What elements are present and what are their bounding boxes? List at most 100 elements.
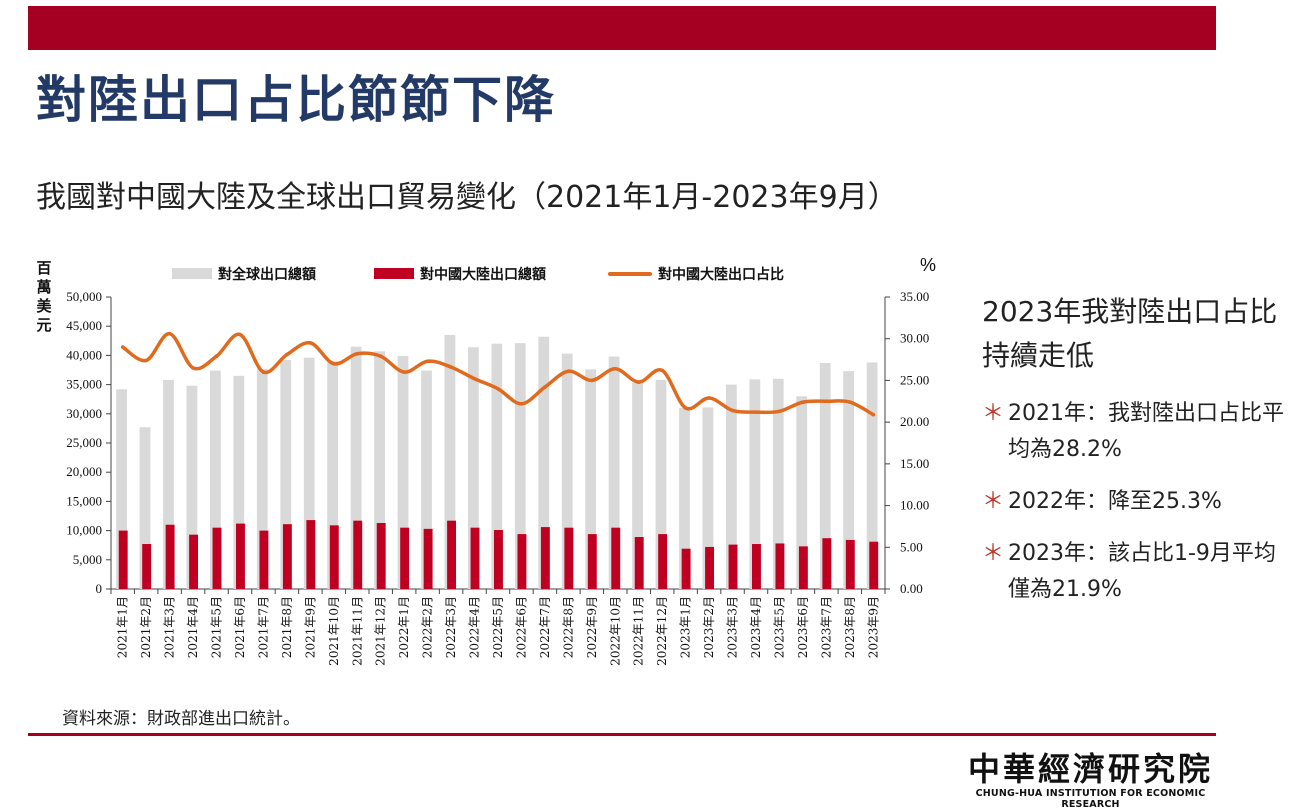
china-export-bar xyxy=(869,541,879,589)
global-export-bar xyxy=(796,396,808,589)
left-axis-unit-char: 美 xyxy=(36,297,52,315)
china-export-bar xyxy=(798,546,808,589)
left-tick-label: 30,000 xyxy=(66,406,102,421)
global-export-bar xyxy=(491,343,503,589)
x-category-label: 2022年9月 xyxy=(585,596,599,658)
share-line-point xyxy=(355,351,360,356)
right-tick-label: 30.00 xyxy=(900,331,929,346)
share-line-point xyxy=(238,332,242,337)
share-line-point xyxy=(824,399,829,404)
share-line-point xyxy=(496,386,500,391)
share-line-point xyxy=(261,370,266,374)
global-export-bar xyxy=(116,389,127,589)
summary-panel: 2023年我對陸出口占比持續走低 ＊ 2021年：我對陸出口占比平均為28.2%… xyxy=(982,290,1287,624)
global-export-bar xyxy=(608,356,620,589)
global-export-bar xyxy=(866,362,878,589)
legend-swatch-global xyxy=(172,268,212,279)
x-category-label: 2021年10月 xyxy=(327,596,341,666)
x-category-label: 2021年9月 xyxy=(303,596,317,658)
china-export-bar xyxy=(329,525,339,589)
legend-label-global: 對全球出口總額 xyxy=(218,266,316,283)
right-tick-label: 10.00 xyxy=(900,498,929,513)
share-line-point xyxy=(308,341,313,345)
legend-swatch-china xyxy=(374,268,414,279)
global-export-bar xyxy=(421,370,432,589)
china-export-bar xyxy=(142,544,152,589)
x-category-label: 2022年5月 xyxy=(491,596,505,658)
global-export-bar xyxy=(561,353,573,589)
right-tick-label: 25.00 xyxy=(900,372,929,387)
left-tick-label: 40,000 xyxy=(66,347,102,362)
x-category-label: 2022年4月 xyxy=(468,596,482,658)
x-category-label: 2023年1月 xyxy=(679,596,693,658)
x-category-label: 2023年8月 xyxy=(843,596,857,658)
china-export-bar xyxy=(587,534,597,589)
global-export-bar xyxy=(327,361,339,589)
share-line-point xyxy=(378,354,383,359)
china-export-bar xyxy=(376,523,386,589)
china-export-bar xyxy=(282,524,292,589)
share-line-point xyxy=(332,361,336,366)
x-category-label: 2023年5月 xyxy=(772,596,786,658)
share-line-point xyxy=(660,368,664,373)
left-tick-label: 45,000 xyxy=(66,318,102,333)
summary-item: ＊ 2022年：降至25.3% xyxy=(982,484,1287,520)
x-category-label: 2023年4月 xyxy=(749,596,763,658)
x-category-label: 2023年2月 xyxy=(702,596,716,658)
china-export-bar xyxy=(564,527,574,589)
left-tick-label: 50,000 xyxy=(66,289,102,304)
global-export-bar xyxy=(772,378,784,589)
summary-heading: 2023年我對陸出口占比持續走低 xyxy=(982,295,1278,372)
china-export-bar xyxy=(611,527,621,589)
china-export-bar xyxy=(845,539,855,589)
left-axis-unit-char: 萬 xyxy=(36,278,51,296)
share-line-point xyxy=(613,366,618,371)
bottom-accent-rule xyxy=(28,733,1216,736)
china-export-bar xyxy=(447,520,457,589)
share-line-point xyxy=(543,385,547,389)
china-export-bar xyxy=(400,527,410,589)
global-export-bar xyxy=(186,385,198,589)
summary-item-text: 2021年：我對陸出口占比平均為28.2% xyxy=(1008,401,1284,462)
share-line-point xyxy=(519,401,524,406)
global-export-bar xyxy=(679,407,690,589)
left-axis-unit-char: 元 xyxy=(36,316,51,334)
share-line-point xyxy=(566,369,571,374)
x-category-label: 2021年2月 xyxy=(139,596,153,658)
share-line-point xyxy=(730,408,735,413)
x-category-label: 2023年9月 xyxy=(866,596,880,658)
page-title: 對陸出口占比節節下降 xyxy=(36,71,556,129)
legend-label-china: 對中國大陸出口總額 xyxy=(420,266,546,283)
chart-subtitle: 我國對中國大陸及全球出口貿易變化（2021年1月-2023年9月） xyxy=(36,180,898,215)
x-category-label: 2022年11月 xyxy=(632,596,646,666)
share-line-point xyxy=(707,396,711,400)
x-category-label: 2021年1月 xyxy=(116,596,130,658)
global-export-bar xyxy=(467,347,479,589)
china-export-bar xyxy=(165,524,175,589)
share-line-point xyxy=(402,370,406,374)
global-export-bar xyxy=(514,343,526,589)
share-line-point xyxy=(285,352,289,357)
global-export-bar xyxy=(702,407,714,589)
share-line-point xyxy=(777,409,782,414)
summary-item-text: 2023年：該占比1-9月平均僅為21.9% xyxy=(1008,541,1276,602)
right-axis-unit: % xyxy=(920,255,936,275)
share-line-point xyxy=(214,354,219,359)
x-category-label: 2022年6月 xyxy=(514,596,528,658)
share-line-point xyxy=(167,331,172,336)
global-export-bar xyxy=(819,362,831,589)
share-line-point xyxy=(120,345,125,349)
share-line-point xyxy=(425,359,430,364)
x-category-label: 2022年1月 xyxy=(397,596,411,658)
china-export-bar xyxy=(540,527,550,589)
china-export-bar xyxy=(517,534,527,589)
global-export-bar xyxy=(632,382,643,589)
share-line-point xyxy=(848,400,852,404)
share-line-point xyxy=(590,378,594,383)
global-export-bar xyxy=(209,370,221,589)
asterisk-bullet-icon: ＊ xyxy=(982,401,1005,426)
china-export-bar xyxy=(728,544,738,589)
global-export-bar xyxy=(749,379,761,589)
asterisk-bullet-icon: ＊ xyxy=(982,541,1005,566)
global-export-bar xyxy=(843,371,855,589)
